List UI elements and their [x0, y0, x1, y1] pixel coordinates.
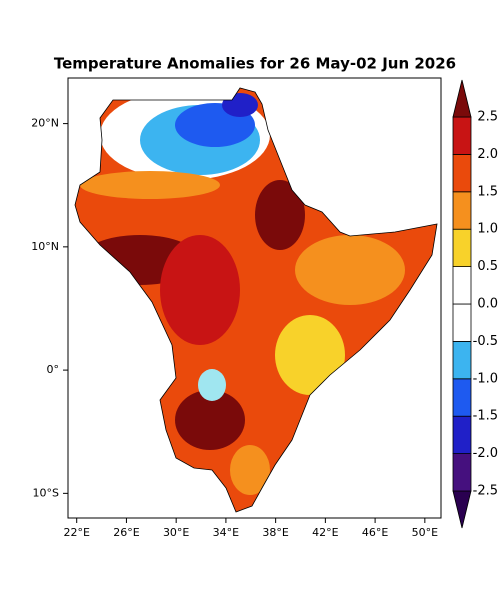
colorbar-bin	[452, 453, 472, 492]
colorbar-extend-low	[452, 490, 472, 529]
colorbar-label: -0.5	[473, 334, 498, 349]
y-tick-label: 0°	[47, 363, 60, 376]
colorbar-label: 2.5	[477, 110, 498, 125]
colorbar-bin	[452, 266, 472, 305]
colorbar-label: 1.0	[477, 222, 498, 237]
colorbar-label: -1.0	[473, 371, 498, 386]
colorbar-label: -2.5	[473, 484, 498, 499]
map-frame	[67, 77, 442, 519]
x-tick-label: 30°E	[163, 526, 189, 539]
y-tick-label: 10°S	[33, 486, 59, 499]
colorbar-bin	[452, 191, 472, 230]
colorbar-extend-high	[452, 79, 472, 118]
colorbar-label: -2.0	[473, 446, 498, 461]
x-tick-label: 38°E	[262, 526, 288, 539]
lake	[198, 369, 226, 401]
x-tick-label: 50°E	[412, 526, 438, 539]
field-patch	[230, 445, 270, 495]
y-tick-label: 10°N	[31, 240, 59, 253]
y-tick-label: 20°N	[31, 117, 59, 130]
field-patch	[80, 171, 220, 199]
field-patch	[255, 180, 305, 250]
field-patch	[160, 235, 240, 345]
colorbar-bin	[452, 228, 472, 267]
map-title: Temperature Anomalies for 26 May-02 Jun …	[54, 55, 456, 73]
colorbar-bin	[452, 303, 472, 342]
field-patch	[175, 390, 245, 450]
colorbar-label: 0.0	[477, 297, 498, 312]
x-tick-label: 42°E	[312, 526, 338, 539]
colorbar-bin	[452, 378, 472, 417]
colorbar-label: 0.5	[477, 259, 498, 274]
colorbar-label: 2.0	[477, 147, 498, 162]
colorbar-bin	[452, 116, 472, 155]
field-patch	[222, 93, 258, 117]
x-tick-label: 22°E	[63, 526, 89, 539]
anomaly-field	[75, 88, 437, 512]
colorbar-bin	[452, 340, 472, 380]
field-patch	[295, 235, 405, 305]
colorbar-label: -1.5	[473, 409, 498, 424]
coastline	[74, 87, 438, 513]
colorbar-bin	[452, 415, 472, 455]
x-tick-label: 26°E	[113, 526, 139, 539]
x-tick-label: 34°E	[213, 526, 239, 539]
x-tick-label: 46°E	[362, 526, 388, 539]
colorbar-bin	[452, 153, 472, 193]
field-patch	[275, 315, 345, 395]
colorbar-label: 1.5	[477, 184, 498, 199]
